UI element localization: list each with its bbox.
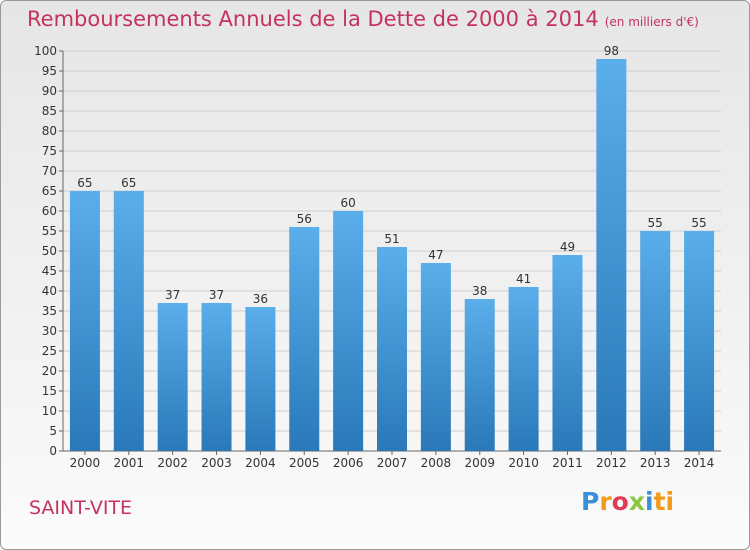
y-tick-label: 50 — [42, 244, 57, 258]
bar — [420, 263, 451, 451]
y-tick-label: 75 — [42, 144, 57, 158]
y-tick-label: 25 — [42, 344, 57, 358]
data-label: 60 — [340, 196, 355, 210]
data-label: 55 — [648, 216, 663, 230]
y-tick-label: 80 — [42, 124, 57, 138]
y-tick-label: 30 — [42, 324, 57, 338]
bar — [333, 211, 364, 451]
x-tick-label: 2010 — [508, 456, 539, 470]
bar — [113, 191, 144, 451]
data-label: 98 — [604, 44, 619, 58]
bar — [464, 299, 495, 451]
city-name: SAINT-VITE — [29, 497, 133, 519]
x-tick-label: 2011 — [552, 456, 583, 470]
chart-title-text: Remboursements Annuels de la Dette de 20… — [27, 7, 599, 31]
bar — [289, 227, 320, 451]
y-tick-label: 40 — [42, 284, 57, 298]
data-label: 37 — [209, 288, 224, 302]
bar — [552, 255, 583, 451]
x-tick-label: 2003 — [201, 456, 232, 470]
y-tick-label: 95 — [42, 64, 57, 78]
x-tick-label: 2013 — [640, 456, 671, 470]
bar — [69, 191, 100, 451]
x-tick-label: 2005 — [289, 456, 320, 470]
data-label: 51 — [384, 232, 399, 246]
x-tick-label: 2008 — [421, 456, 452, 470]
x-tick-label: 2014 — [684, 456, 715, 470]
data-label: 65 — [77, 176, 92, 190]
bar — [508, 287, 539, 451]
bar — [245, 307, 276, 451]
chart-unit: (en milliers d'€) — [604, 15, 699, 29]
y-tick-label: 85 — [42, 104, 57, 118]
bar — [201, 303, 232, 451]
y-tick-label: 90 — [42, 84, 57, 98]
y-tick-label: 55 — [42, 224, 57, 238]
x-tick-label: 2004 — [245, 456, 276, 470]
proxiti-logo: Proxiti — [581, 487, 675, 516]
data-label: 56 — [297, 212, 312, 226]
y-tick-label: 45 — [42, 264, 57, 278]
y-tick-label: 60 — [42, 204, 57, 218]
data-label: 37 — [165, 288, 180, 302]
x-tick-label: 2007 — [377, 456, 408, 470]
y-tick-label: 10 — [42, 404, 57, 418]
bar — [684, 231, 715, 451]
x-tick-label: 2002 — [157, 456, 188, 470]
data-label: 47 — [428, 248, 443, 262]
bar — [596, 59, 627, 451]
y-tick-label: 20 — [42, 364, 57, 378]
data-label: 65 — [121, 176, 136, 190]
x-tick-label: 2006 — [333, 456, 364, 470]
x-tick-label: 2001 — [114, 456, 145, 470]
data-label: 38 — [472, 284, 487, 298]
x-tick-label: 2009 — [464, 456, 495, 470]
y-tick-label: 35 — [42, 304, 57, 318]
data-label: 36 — [253, 292, 268, 306]
data-label: 41 — [516, 272, 531, 286]
y-tick-label: 100 — [34, 44, 57, 58]
y-tick-label: 5 — [49, 424, 57, 438]
x-tick-label: 2000 — [70, 456, 101, 470]
y-tick-label: 0 — [49, 444, 57, 458]
y-tick-label: 15 — [42, 384, 57, 398]
bar — [640, 231, 671, 451]
bar — [157, 303, 188, 451]
chart-title: Remboursements Annuels de la Dette de 20… — [27, 7, 699, 31]
data-label: 49 — [560, 240, 575, 254]
y-tick-label: 70 — [42, 164, 57, 178]
x-tick-label: 2012 — [596, 456, 627, 470]
bar — [377, 247, 407, 451]
data-label: 55 — [691, 216, 706, 230]
y-tick-label: 65 — [42, 184, 57, 198]
